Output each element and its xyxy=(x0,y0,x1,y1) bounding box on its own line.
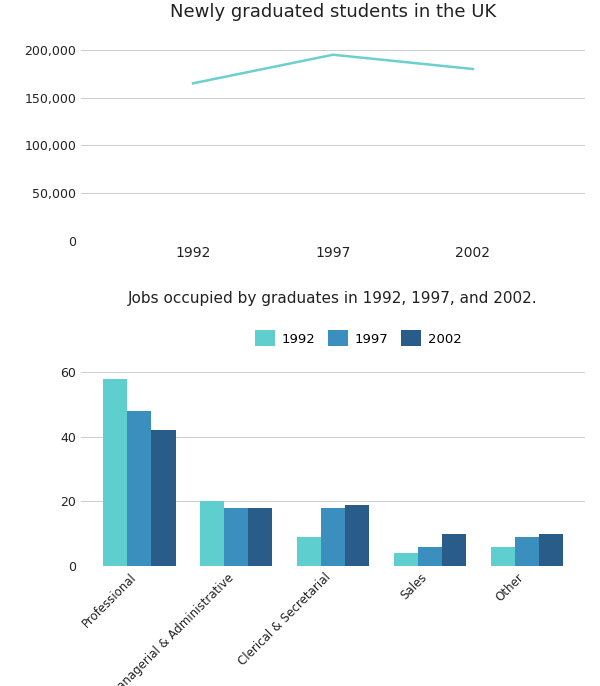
Bar xyxy=(442,534,466,566)
Title: Jobs occupied by graduates in 1992, 1997, and 2002.: Jobs occupied by graduates in 1992, 1997… xyxy=(128,292,538,307)
Bar xyxy=(248,508,272,566)
Bar xyxy=(296,537,321,566)
Bar xyxy=(539,534,563,566)
Legend: 1992, 1997, 2002: 1992, 1997, 2002 xyxy=(250,325,467,352)
Bar xyxy=(200,501,224,566)
Bar xyxy=(224,508,248,566)
Title: Newly graduated students in the UK: Newly graduated students in the UK xyxy=(170,3,496,21)
Bar xyxy=(515,537,539,566)
Bar xyxy=(103,379,127,566)
Bar xyxy=(491,547,515,566)
Bar xyxy=(345,505,370,566)
Bar xyxy=(394,553,418,566)
Bar xyxy=(127,411,151,566)
Bar xyxy=(418,547,442,566)
Bar xyxy=(321,508,345,566)
Bar xyxy=(151,430,176,566)
